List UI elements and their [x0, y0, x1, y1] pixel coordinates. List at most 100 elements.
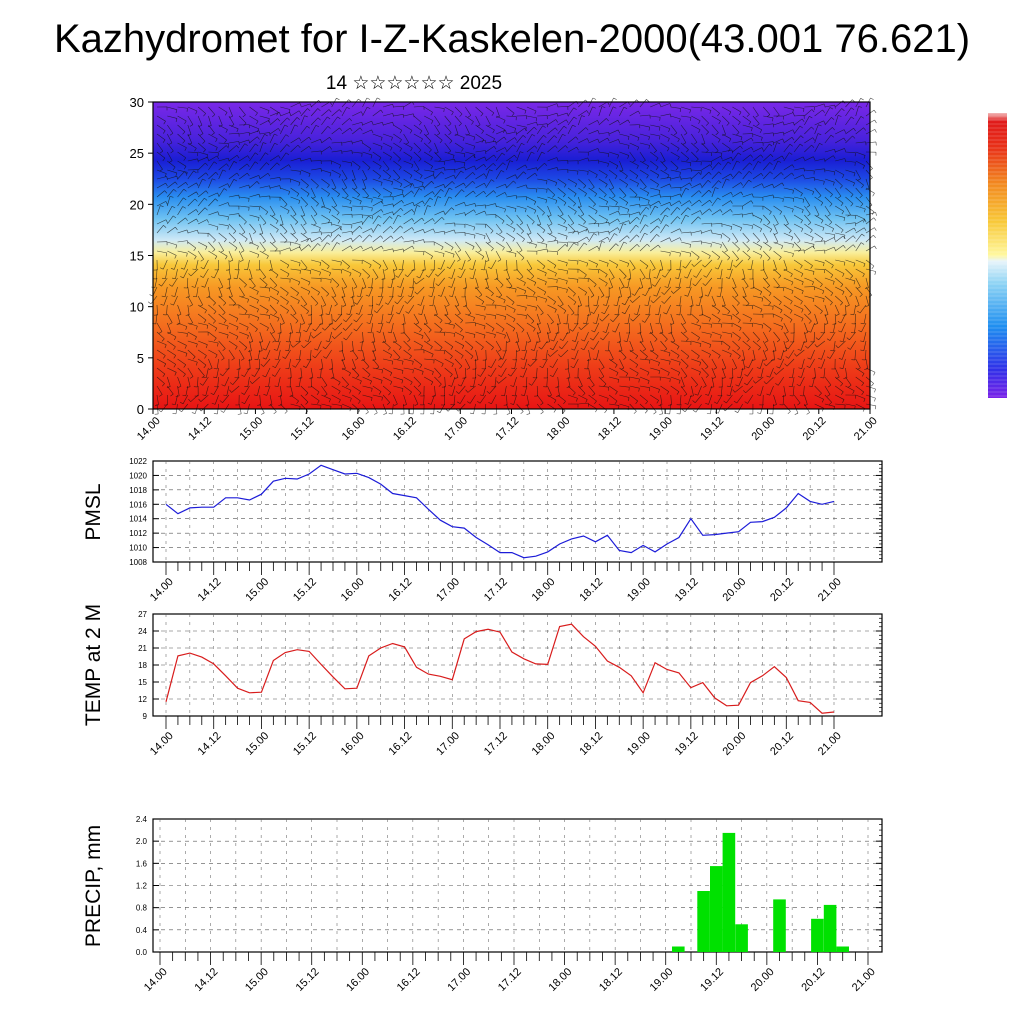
wind-barb-shaft [691, 250, 700, 258]
wind-barb-shaft [480, 376, 487, 386]
wind-barb-flag [162, 383, 165, 387]
wind-barb-flag [433, 171, 435, 176]
wind-barb-flag [637, 146, 640, 151]
wind-barb-shaft [217, 376, 219, 387]
wind-barb-shaft [269, 403, 277, 412]
wind-barb-shaft [310, 187, 316, 198]
wind-barb-shaft [711, 180, 719, 189]
wind-barb-shaft [763, 286, 772, 294]
wind-barb-flag [421, 335, 424, 340]
wind-barb-flag [378, 265, 382, 269]
wind-barb-shaft [783, 385, 786, 396]
wind-barb-shaft [773, 205, 782, 212]
wind-barb-shaft [389, 313, 394, 324]
wind-barb-flag [289, 247, 292, 252]
wind-barb-shaft [249, 223, 257, 232]
wind-barb-flag [184, 171, 188, 175]
wind-barb-flag [624, 322, 629, 325]
wind-barb-shaft [598, 394, 609, 399]
wind-barb-shaft [475, 295, 485, 302]
wind-barb-flag [513, 228, 516, 233]
wind-barb-flag [390, 226, 394, 230]
wind-barb-shaft [824, 313, 829, 324]
wind-barb-flag [516, 350, 520, 352]
wind-barb-shaft [701, 376, 707, 386]
wind-barb-flag [295, 239, 299, 243]
wind-barb-shaft [526, 115, 537, 119]
wind-barb-shaft [352, 160, 361, 168]
wind-barb-shaft [656, 268, 661, 279]
wind-barb-flag [213, 368, 218, 370]
wind-barb-shaft [218, 250, 228, 257]
wind-barb-flag [182, 131, 186, 135]
wind-barb-flag [251, 374, 255, 377]
wind-barb-flag [376, 331, 381, 333]
wind-barb-shaft [352, 226, 360, 234]
wind-barb-shaft [475, 163, 484, 171]
wind-barb-flag [542, 266, 546, 270]
wind-barb-shaft [717, 259, 723, 270]
wind-barb-shaft [200, 394, 209, 402]
wind-barb-shaft [660, 113, 671, 117]
wind-barb-shaft [320, 367, 322, 378]
wind-barb-flag [832, 127, 835, 131]
wind-barb-flag [420, 175, 423, 179]
wind-barb-flag [844, 148, 847, 152]
wind-barb-flag [274, 358, 279, 361]
wind-barb-shaft [854, 313, 857, 324]
wind-barb-flag [614, 400, 618, 405]
wind-barb-shaft [711, 367, 716, 378]
wind-barb-shaft [547, 232, 557, 239]
wind-barb-flag [349, 390, 352, 394]
wind-barb-shaft [855, 403, 865, 409]
wind-barb-flag [540, 411, 544, 415]
wind-barb-flag [238, 195, 240, 199]
wind-barb-flag [513, 309, 516, 313]
wind-barb-shaft [632, 295, 641, 303]
wind-barb-shaft [485, 106, 495, 114]
wind-barb-shaft [167, 115, 178, 119]
wind-barb-flag [560, 304, 564, 307]
wind-barb-shaft [701, 142, 709, 151]
wind-barb-flag [635, 224, 639, 228]
wind-barb-shaft [547, 304, 557, 310]
wind-barb-flag [169, 322, 173, 325]
wind-barb-flag [727, 257, 730, 261]
wind-barb-flag [454, 159, 456, 163]
wind-barb-shaft [780, 349, 785, 360]
wind-barb-flag [535, 307, 537, 311]
wind-barb-flag [453, 174, 456, 179]
wind-barb-flag [483, 164, 486, 168]
wind-barb-flag [262, 276, 266, 280]
wind-barb-shaft [834, 187, 842, 197]
wind-barb-flag [597, 130, 600, 134]
wind-barb-shaft [552, 367, 559, 377]
wind-barb-flag [498, 294, 502, 298]
wind-barb-shaft [865, 277, 869, 288]
wind-barb-shaft [762, 340, 769, 351]
wind-barb-shaft [434, 322, 443, 330]
wind-barb-shaft [423, 331, 431, 341]
wind-barb-shaft [249, 295, 259, 301]
wind-barb-shaft [187, 182, 197, 189]
wind-barb-shaft [855, 178, 864, 186]
wind-barb-shaft [197, 162, 206, 171]
wind-barb-flag [407, 339, 411, 343]
wind-barb-flag [720, 234, 722, 239]
wind-barb-shaft [773, 340, 777, 351]
wind-barb-shaft [804, 277, 814, 283]
wind-barb-shaft [269, 268, 279, 276]
wind-barb-flag [277, 318, 280, 322]
wind-barb-flag [769, 171, 773, 175]
wind-barb-shaft [722, 313, 732, 317]
wind-barb-flag [215, 138, 218, 142]
wind-barb-shaft [197, 367, 205, 376]
wind-barb-flag [410, 147, 413, 152]
wind-barb-flag [392, 203, 394, 208]
wind-barb-flag [685, 187, 689, 191]
wind-barb-flag [316, 391, 320, 395]
wind-barb-flag [685, 214, 689, 217]
wind-barb-flag [584, 193, 587, 197]
wind-barb-shaft [156, 169, 167, 174]
wind-barb-flag [605, 184, 608, 188]
